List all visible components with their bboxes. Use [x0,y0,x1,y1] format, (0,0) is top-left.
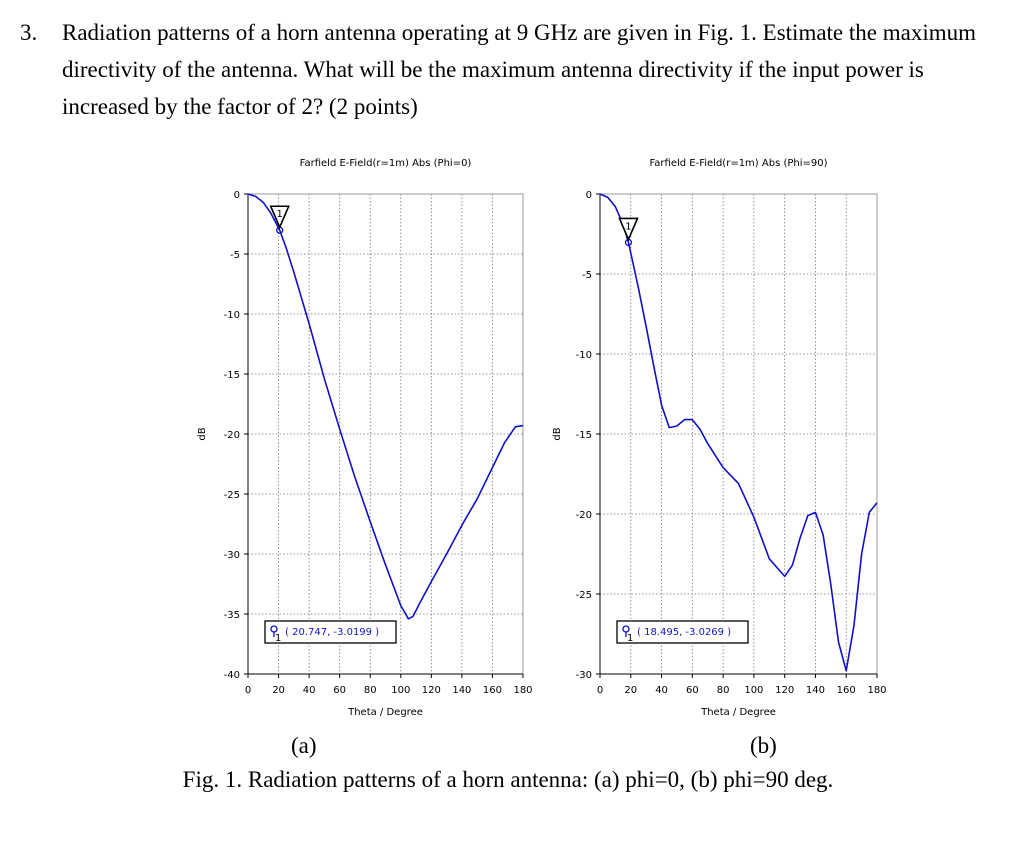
x-tick-label: 20 [624,685,637,696]
x-tick-label: 160 [483,685,502,696]
subfigure-label-a: (a) [291,733,317,758]
y-tick-label: -30 [224,550,240,561]
series-line [599,193,878,672]
marker-triangle-icon [269,205,290,230]
marker-readout-box [616,620,749,644]
y-tick-label: -40 [224,670,240,681]
x-tick-label: 80 [717,685,730,696]
question-number: 3. [20,20,38,45]
y-tick-label: -5 [582,270,592,281]
x-tick-label: 40 [303,685,316,696]
marker-triangle-icon [618,217,639,242]
x-tick-label: 40 [655,685,668,696]
subfigure-label-b: (b) [750,733,777,758]
x-tick-label: 0 [597,685,603,696]
marker-readout-box [264,620,397,644]
x-tick-label: 160 [837,685,856,696]
y-tick-label: -20 [576,510,592,521]
x-tick-label: 100 [391,685,410,696]
marker-readout-index: 1 [275,633,281,644]
x-axis-label: Theta / Degree [347,707,423,718]
x-tick-label: 140 [806,685,825,696]
x-axis-label: Theta / Degree [700,707,776,718]
x-tick-label: 180 [513,685,532,696]
x-tick-label: 60 [686,685,699,696]
figure-caption: Fig. 1. Radiation patterns of a horn ant… [182,767,834,792]
y-tick-label: -10 [224,310,240,321]
y-tick-label: -25 [576,590,592,601]
chart-b-phi90: Farfield E-Field(r=1m) Abs (Phi=90) 0 20 40… [552,158,887,718]
x-tick-label: 180 [867,685,886,696]
y-axis-label: dB [197,427,208,440]
chart-a-phi0: Farfield E-Field(r=1m) Abs (Phi=0) 0 20 40 6… [197,158,533,718]
y-tick-label: -35 [224,610,240,621]
y-tick-label: -15 [576,430,592,441]
chart-title: Farfield E-Field(r=1m) Abs (Phi=0) [300,158,472,169]
x-tick-label: 140 [452,685,471,696]
y-tick-label: 0 [234,190,240,201]
marker-readout-text: ( 20.747, -3.0199 ) [285,627,379,638]
x-tick-label: 60 [333,685,346,696]
x-tick-label: 120 [422,685,441,696]
y-tick-label: 0 [586,190,592,201]
y-tick-label: -15 [224,370,240,381]
x-tick-label: 120 [775,685,794,696]
y-tick-label: -30 [576,670,592,681]
y-tick-label: -25 [224,490,240,501]
x-tick-label: 100 [744,685,763,696]
series-line [247,193,524,620]
x-tick-label: 20 [272,685,285,696]
y-axis-label: dB [552,427,563,440]
x-tick-label: 80 [364,685,377,696]
y-tick-label: -20 [224,430,240,441]
x-tick-label: 0 [245,685,251,696]
marker-readout-index: 1 [627,633,633,644]
question-text: Radiation patterns of a horn antenna ope… [62,20,977,119]
y-tick-label: -5 [230,250,240,261]
question-block: 3. Radiation patterns of a horn antenna … [20,14,1005,125]
marker-readout-text: ( 18.495, -3.0269 ) [637,627,731,638]
marker-triangle-label: 1 [625,221,631,232]
y-tick-label: -10 [576,350,592,361]
marker-triangle-label: 1 [277,209,283,220]
chart-title: Farfield E-Field(r=1m) Abs (Phi=90) [649,158,827,169]
